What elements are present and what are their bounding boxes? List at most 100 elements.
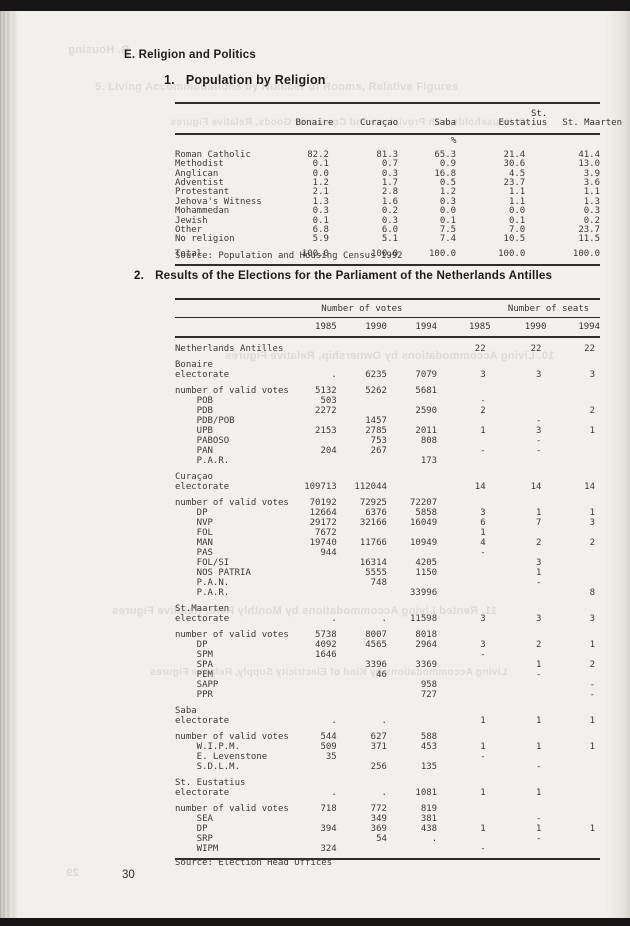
table-row: DP 12664 6376 5858 3 1 1 bbox=[175, 508, 600, 518]
table-cell: 14 bbox=[474, 482, 486, 492]
table-cell bbox=[491, 732, 547, 742]
table-cell bbox=[491, 844, 547, 859]
table-cell: 7 bbox=[535, 518, 542, 528]
table-cell bbox=[437, 498, 491, 508]
table-cell bbox=[491, 386, 547, 396]
table-cell bbox=[287, 706, 337, 716]
table-cell: 4565 bbox=[365, 640, 387, 650]
table-row: Methodist 0.1 0.7 0.9 30.6 13.0 bbox=[175, 159, 600, 170]
table-cell bbox=[437, 630, 491, 640]
table-cell bbox=[287, 690, 337, 700]
table-cell bbox=[546, 604, 600, 614]
table-row: Saba bbox=[175, 706, 600, 716]
table-row: Adventist 1.2 1.7 0.5 23.7 3.6 bbox=[175, 178, 600, 188]
table-cell: - bbox=[535, 670, 542, 680]
table-cell bbox=[287, 472, 337, 482]
table-cell: 256 bbox=[370, 762, 387, 772]
table-cell: 3 bbox=[535, 370, 542, 380]
table-cell bbox=[437, 568, 491, 578]
table-cell: 0.3 bbox=[381, 215, 399, 226]
table-cell: - bbox=[535, 814, 542, 824]
table-cell bbox=[337, 472, 387, 482]
table-cell: 1 bbox=[535, 568, 542, 578]
table-cell: 1 bbox=[535, 508, 542, 518]
table-cell: - bbox=[589, 680, 595, 690]
table-row: Curaçao bbox=[175, 472, 600, 482]
table-cell bbox=[546, 396, 600, 406]
table-row: SPM 1646 - bbox=[175, 650, 600, 660]
table-cell: electorate bbox=[175, 370, 230, 380]
table-cell: 0.1 bbox=[312, 159, 329, 170]
table1-header-empty bbox=[175, 103, 296, 135]
table-cell bbox=[437, 588, 491, 598]
table-cell bbox=[437, 690, 491, 700]
table-cell bbox=[337, 588, 387, 598]
table-cell bbox=[387, 472, 437, 482]
table-cell: 6235 bbox=[365, 370, 387, 380]
table-cell: 3 bbox=[589, 370, 595, 380]
table-cell: 100.0 bbox=[370, 248, 399, 259]
table-cell bbox=[337, 752, 387, 762]
table-row: PDB/POB 1457 - bbox=[175, 416, 600, 426]
table-cell: 135 bbox=[420, 762, 438, 772]
table-cell: number of valid votes bbox=[175, 630, 289, 640]
table-cell: 2 bbox=[480, 406, 486, 416]
table-cell: 1 bbox=[480, 426, 486, 436]
table-cell: 6376 bbox=[365, 508, 387, 518]
table-cell: 3396 bbox=[365, 660, 387, 670]
table-cell bbox=[546, 558, 600, 568]
table-row: PEM 46 - bbox=[175, 670, 600, 680]
table-cell bbox=[491, 706, 547, 716]
table-cell bbox=[546, 706, 600, 716]
table-cell: 19740 bbox=[309, 538, 337, 548]
table-row: PPR 727 - bbox=[175, 690, 600, 700]
table-cell: - bbox=[480, 844, 486, 854]
table-cell bbox=[437, 578, 491, 588]
table-cell: 1 bbox=[535, 824, 542, 834]
table-cell: . bbox=[381, 614, 387, 624]
table-cell: 100.0 bbox=[301, 248, 329, 259]
table-cell: . bbox=[331, 716, 337, 726]
table-cell: DP bbox=[175, 640, 208, 650]
table-cell: 0.0 bbox=[508, 206, 526, 217]
table-cell: 503 bbox=[320, 396, 337, 406]
table-cell bbox=[546, 528, 600, 538]
table-row: POB 503 - bbox=[175, 396, 600, 406]
table-cell: St. Eustatius bbox=[175, 778, 246, 788]
table-cell bbox=[337, 548, 387, 558]
table-cell: 30.6 bbox=[503, 159, 526, 170]
table-cell bbox=[491, 548, 547, 558]
table-cell: DP bbox=[175, 508, 208, 518]
table-cell: 204 bbox=[320, 446, 337, 456]
table-cell bbox=[287, 680, 337, 690]
table-cell bbox=[387, 360, 437, 370]
table-cell: 112044 bbox=[354, 482, 387, 492]
table-cell: 2 bbox=[589, 406, 595, 416]
table-cell bbox=[491, 456, 547, 466]
table-cell: 6.8 bbox=[312, 225, 329, 236]
table-cell: 3 bbox=[480, 614, 486, 624]
table2-group-votes: Number of votes bbox=[286, 299, 438, 318]
table-cell: 4.5 bbox=[508, 168, 526, 179]
table2-year-seats-1990: 1990 bbox=[490, 317, 547, 338]
table-cell bbox=[546, 360, 600, 370]
section-heading: E. Religion and Politics bbox=[124, 49, 256, 61]
table1-header-curacao: Curaçao bbox=[328, 103, 399, 135]
table-cell: 7.0 bbox=[508, 225, 526, 236]
table-cell: 0.1 bbox=[312, 215, 329, 226]
table-cell: 1646 bbox=[315, 650, 337, 660]
table-row: DP 4092 4565 2964 3 2 1 bbox=[175, 640, 600, 650]
table-cell: 11766 bbox=[359, 538, 387, 548]
table-cell: St.Maarten bbox=[175, 604, 230, 614]
table-cell: Roman Catholic bbox=[175, 149, 251, 160]
table-cell: 4092 bbox=[315, 640, 337, 650]
table-row: Protestant 2.1 2.8 1.2 1.1 1.1 bbox=[175, 188, 600, 198]
table-row: number of valid votes 544 627 588 bbox=[175, 732, 600, 742]
table-cell bbox=[337, 844, 387, 859]
table-cell bbox=[437, 732, 491, 742]
table-cell: 2785 bbox=[365, 426, 387, 436]
table-cell: 3 bbox=[480, 370, 486, 380]
table-cell bbox=[337, 406, 387, 416]
table-cell: 11.5 bbox=[578, 234, 600, 245]
table-cell: 0.1 bbox=[439, 215, 457, 226]
